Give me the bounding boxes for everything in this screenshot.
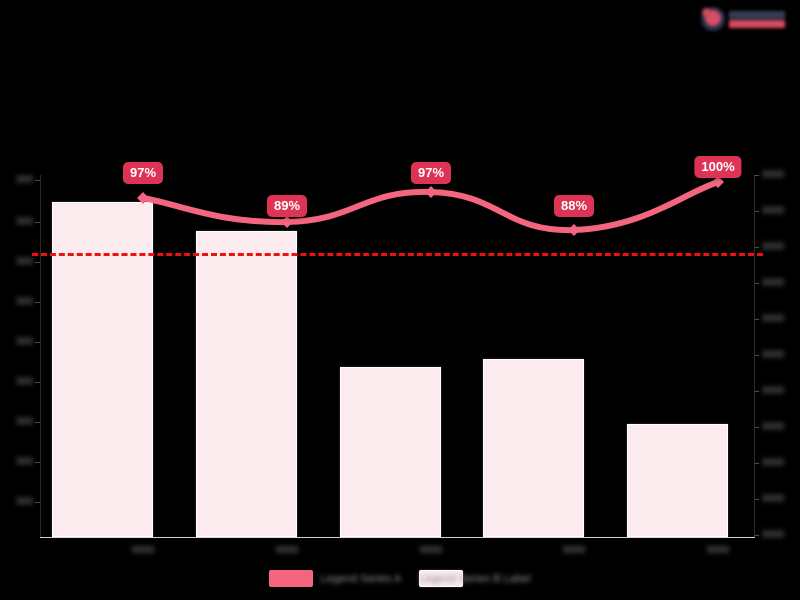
y-axis-right: [754, 175, 755, 537]
x-tick-label: 0000: [562, 545, 586, 556]
y-tick-label-left: 000: [16, 296, 33, 308]
y-tick-label-right: 0000: [762, 277, 785, 289]
legend-bar-series[interactable]: Legend Series B Label: [419, 570, 531, 587]
bar[interactable]: [340, 367, 441, 537]
y-tick-right: [754, 499, 759, 500]
y-tick-left: [35, 180, 40, 181]
y-tick-right: [754, 283, 759, 284]
y-tick-left: [35, 422, 40, 423]
line-marker[interactable]: [425, 186, 437, 198]
data-label: 89%: [266, 195, 308, 217]
data-label: 97%: [410, 162, 452, 184]
y-tick-label-right: 0000: [762, 349, 785, 361]
plot-area: 000 000 000 000 000 000 000 000 000 0000 0000 0000…: [16, 150, 784, 556]
y-tick-left: [35, 302, 40, 303]
y-tick-label-right: 0000: [762, 457, 785, 469]
y-tick-label-left: 000: [16, 256, 33, 268]
y-tick-right: [754, 391, 759, 392]
y-axis-left: [40, 175, 41, 537]
x-tick-label: 0000: [131, 545, 155, 556]
y-tick-right: [754, 355, 759, 356]
bar[interactable]: [483, 359, 584, 537]
data-label: 100%: [694, 156, 742, 178]
brand-logo: [700, 4, 792, 34]
y-tick-left: [35, 262, 40, 263]
y-tick-label-right: 0000: [762, 313, 785, 325]
bar[interactable]: [52, 202, 153, 537]
y-tick-label-left: 000: [16, 496, 33, 508]
x-tick-label: 0000: [275, 545, 299, 556]
y-tick-left: [35, 342, 40, 343]
line-marker[interactable]: [281, 216, 293, 228]
data-label: 88%: [553, 195, 595, 217]
brand-logo-icon: [700, 6, 726, 32]
bar[interactable]: [627, 424, 728, 537]
chart-legend: Legend Series A Legend Series B Label: [0, 570, 800, 587]
legend-swatch-line: [269, 570, 314, 587]
y-tick-label-right: 0000: [762, 241, 785, 253]
y-tick-right: [754, 427, 759, 428]
legend-label: Legend Series A: [320, 572, 402, 585]
y-tick-label-right: 0000: [762, 493, 785, 505]
x-tick-label: 0000: [419, 545, 443, 556]
x-tick-label: 0000: [706, 545, 730, 556]
y-tick-label-right: 0000: [762, 205, 785, 217]
y-tick-left: [35, 382, 40, 383]
legend-swatch-bar: [419, 570, 464, 587]
bar[interactable]: [196, 231, 297, 537]
y-tick-label-right: 0000: [762, 385, 785, 397]
y-tick-right: [754, 211, 759, 212]
legend-line-series[interactable]: Legend Series A: [269, 570, 401, 587]
y-tick-left: [35, 462, 40, 463]
y-tick-label-right: 0000: [762, 421, 785, 433]
reference-line: [32, 253, 763, 256]
brand-logo-text: [729, 10, 785, 28]
y-tick-label-right: 0000: [762, 529, 785, 541]
y-tick-right: [754, 175, 759, 176]
y-tick-left: [35, 222, 40, 223]
y-tick-label-right: 0000: [762, 169, 785, 181]
y-tick-label-left: 000: [16, 336, 33, 348]
y-tick-label-left: 000: [16, 456, 33, 468]
line-marker[interactable]: [137, 192, 149, 204]
line-series: [137, 176, 724, 236]
legend-label: Legend Series B Label: [419, 572, 531, 585]
y-tick-label-left: 000: [16, 376, 33, 388]
line-marker[interactable]: [712, 176, 724, 188]
line-marker[interactable]: [568, 224, 580, 236]
y-tick-left: [35, 502, 40, 503]
y-tick-label-left: 000: [16, 416, 33, 428]
y-tick-right: [754, 535, 759, 536]
y-tick-label-left: 000: [16, 216, 33, 228]
y-tick-label-left: 000: [16, 174, 33, 186]
y-tick-right: [754, 463, 759, 464]
y-tick-right: [754, 247, 759, 248]
x-axis: [40, 537, 755, 538]
y-tick-right: [754, 319, 759, 320]
data-label: 97%: [122, 162, 164, 184]
